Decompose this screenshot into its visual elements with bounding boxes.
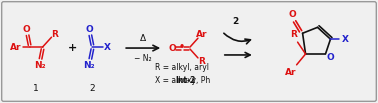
Text: O: O [289,10,296,19]
Text: N₂: N₂ [84,61,95,70]
Text: R = alkyl, aryl: R = alkyl, aryl [155,63,209,72]
Text: O: O [85,25,93,34]
Text: Δ: Δ [140,34,146,43]
Text: R: R [51,30,58,39]
Text: X = alkoxy, Ph: X = alkoxy, Ph [155,76,211,85]
Text: O: O [23,25,31,34]
Text: 2: 2 [90,84,95,93]
Text: Ar: Ar [10,43,22,52]
Text: X: X [104,43,111,52]
FancyBboxPatch shape [2,2,376,101]
Text: 1: 1 [33,84,39,93]
Text: Int-2: Int-2 [175,76,195,85]
Text: Ar: Ar [196,30,208,39]
Text: R: R [198,57,205,66]
Text: Ar: Ar [285,68,296,77]
Text: 2: 2 [233,17,239,26]
Text: X: X [342,35,349,44]
Text: O: O [168,44,176,53]
Text: O: O [327,53,335,62]
Text: R: R [290,30,297,39]
Text: •: • [179,42,185,52]
Text: − N₂: − N₂ [134,54,152,63]
Text: +: + [68,43,77,53]
Text: N₂: N₂ [34,61,45,70]
